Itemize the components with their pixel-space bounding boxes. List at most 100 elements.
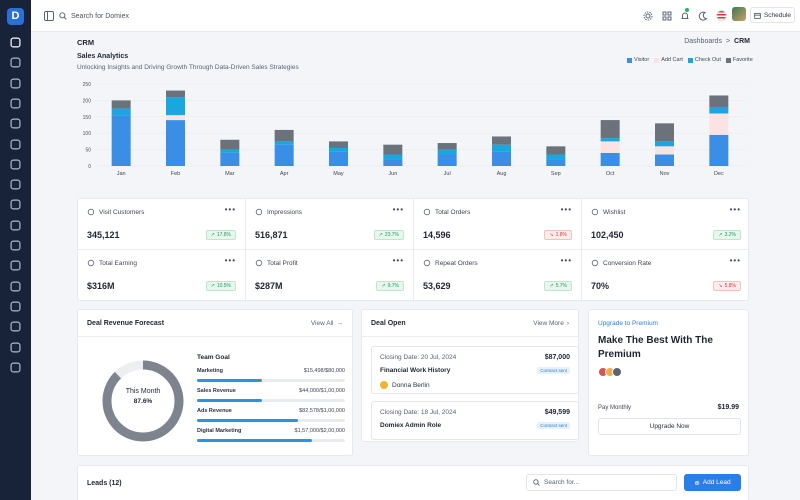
users-icon[interactable] bbox=[9, 301, 22, 313]
stat-label-text: Conversion Rate bbox=[603, 259, 652, 267]
bar-favorite[interactable] bbox=[383, 144, 403, 155]
bar-add-cart[interactable] bbox=[166, 115, 185, 121]
donut-label: This Month 87.6% bbox=[100, 388, 186, 405]
goal-progress-track bbox=[197, 439, 345, 442]
bar-check-out[interactable] bbox=[492, 144, 511, 152]
bar-visitor[interactable] bbox=[546, 159, 566, 166]
bar-favorite[interactable] bbox=[437, 143, 457, 150]
language-flag-icon[interactable] bbox=[716, 10, 727, 21]
bar-visitor[interactable] bbox=[600, 152, 620, 166]
sidebar-toggle-icon[interactable] bbox=[44, 11, 54, 21]
chart-title: Sales Analytics bbox=[77, 53, 129, 60]
stat-change-badge: ↗ 9.7% bbox=[376, 281, 404, 291]
bar-check-out[interactable] bbox=[600, 138, 620, 142]
bar-check-out[interactable] bbox=[709, 106, 729, 114]
legend-item[interactable]: Favorite bbox=[725, 57, 753, 63]
bar-visitor[interactable] bbox=[111, 115, 131, 166]
legend-item[interactable]: Visitor bbox=[627, 57, 649, 63]
bar-visitor[interactable] bbox=[655, 154, 674, 166]
more-options-icon[interactable]: ••• bbox=[729, 256, 741, 265]
shapes-icon[interactable] bbox=[9, 199, 22, 211]
bar-check-out[interactable] bbox=[329, 147, 348, 152]
more-options-icon[interactable]: ••• bbox=[560, 205, 572, 214]
legend-item[interactable]: Add Cart bbox=[654, 57, 683, 63]
bar-visitor[interactable] bbox=[166, 120, 185, 166]
inbox-icon[interactable] bbox=[9, 260, 22, 272]
legend-item[interactable]: Check Out bbox=[687, 57, 721, 63]
deal-item[interactable]: Closing Date: 18 Jul, 2024 $49,599 Domie… bbox=[371, 401, 579, 440]
bar-favorite[interactable] bbox=[655, 123, 674, 142]
breadcrumb: Dashboards > CRM bbox=[684, 38, 750, 45]
breadcrumb-parent[interactable]: Dashboards bbox=[684, 38, 722, 45]
bar-add-cart[interactable] bbox=[600, 141, 620, 153]
bar-check-out[interactable] bbox=[220, 149, 240, 153]
dashboard-icon[interactable] bbox=[9, 37, 22, 49]
box-icon[interactable] bbox=[9, 321, 22, 333]
bar-check-out[interactable] bbox=[383, 154, 403, 160]
schedule-button[interactable]: Schedule bbox=[750, 7, 795, 23]
bar-favorite[interactable] bbox=[220, 139, 240, 150]
bar-visitor[interactable] bbox=[492, 151, 511, 166]
more-options-icon[interactable]: ••• bbox=[560, 256, 572, 265]
bar-check-out[interactable] bbox=[437, 149, 457, 155]
upgrade-premium-link[interactable]: Upgrade to Premium bbox=[598, 320, 658, 327]
more-options-icon[interactable]: ••• bbox=[224, 205, 236, 214]
bar-favorite[interactable] bbox=[274, 129, 294, 142]
cube-icon[interactable] bbox=[9, 57, 22, 69]
stat-label-text: Visit Customers bbox=[99, 208, 145, 216]
key-icon[interactable] bbox=[9, 362, 22, 374]
calendar-icon[interactable] bbox=[9, 98, 22, 110]
more-options-icon[interactable]: ••• bbox=[392, 205, 404, 214]
mail-icon[interactable] bbox=[9, 118, 22, 130]
bar-favorite[interactable] bbox=[600, 120, 620, 139]
apps-grid-icon[interactable] bbox=[662, 11, 672, 21]
bar-check-out[interactable] bbox=[111, 108, 131, 116]
bar-visitor[interactable] bbox=[383, 159, 403, 166]
bar-favorite[interactable] bbox=[166, 90, 185, 98]
stat-change-badge: ↗ 17.8% bbox=[205, 230, 236, 240]
more-options-icon[interactable]: ••• bbox=[224, 256, 236, 265]
bar-add-cart[interactable] bbox=[709, 113, 729, 135]
bar-favorite[interactable] bbox=[709, 95, 729, 107]
settings-gear-icon[interactable] bbox=[643, 11, 653, 21]
user-avatar[interactable] bbox=[732, 7, 746, 21]
chat-icon[interactable] bbox=[9, 78, 22, 90]
document-icon[interactable] bbox=[9, 281, 22, 293]
folder-icon[interactable] bbox=[9, 159, 22, 171]
x-tick-label: Apr bbox=[280, 171, 289, 177]
bar-visitor[interactable] bbox=[274, 144, 294, 166]
chart-legend: Visitor Add Cart Check Out Favorite bbox=[627, 57, 753, 63]
global-search[interactable]: Search for Domiex bbox=[59, 9, 129, 23]
dark-mode-moon-icon[interactable] bbox=[698, 11, 708, 21]
bar-visitor[interactable] bbox=[437, 154, 457, 166]
lock-icon[interactable] bbox=[9, 240, 22, 252]
view-all-link[interactable]: View All → bbox=[311, 320, 343, 327]
bar-visitor[interactable] bbox=[329, 151, 348, 166]
form-icon[interactable] bbox=[9, 341, 22, 354]
leads-search-input[interactable]: Search for... bbox=[526, 474, 677, 491]
upgrade-now-button[interactable]: Upgrade Now bbox=[598, 418, 741, 435]
search-icon bbox=[59, 12, 67, 20]
bar-add-cart[interactable] bbox=[655, 146, 674, 155]
bar-favorite[interactable] bbox=[329, 141, 348, 148]
bar-favorite[interactable] bbox=[546, 146, 566, 155]
more-options-icon[interactable]: ••• bbox=[729, 205, 741, 214]
notification-bell-icon[interactable] bbox=[680, 11, 690, 21]
monitor-icon[interactable] bbox=[9, 179, 22, 191]
view-more-link[interactable]: View More › bbox=[533, 320, 569, 327]
bar-visitor[interactable] bbox=[220, 152, 240, 166]
deal-item[interactable]: Closing Date: 20 Jul, 2024 $87,000 Finan… bbox=[371, 346, 579, 394]
bar-check-out[interactable] bbox=[166, 97, 185, 116]
brand-logo[interactable]: D bbox=[7, 8, 24, 25]
clipboard-icon[interactable] bbox=[9, 138, 22, 151]
add-lead-button[interactable]: ⊕ Add Lead bbox=[684, 474, 741, 491]
bar-visitor[interactable] bbox=[709, 134, 729, 166]
bar-check-out[interactable] bbox=[546, 154, 566, 160]
trophy-icon[interactable] bbox=[9, 220, 22, 232]
bar-check-out[interactable] bbox=[274, 141, 294, 145]
bar-check-out[interactable] bbox=[655, 141, 674, 147]
bar-favorite[interactable] bbox=[492, 136, 511, 145]
deal-price: $49,599 bbox=[544, 409, 570, 416]
bar-favorite[interactable] bbox=[111, 100, 131, 109]
more-options-icon[interactable]: ••• bbox=[392, 256, 404, 265]
